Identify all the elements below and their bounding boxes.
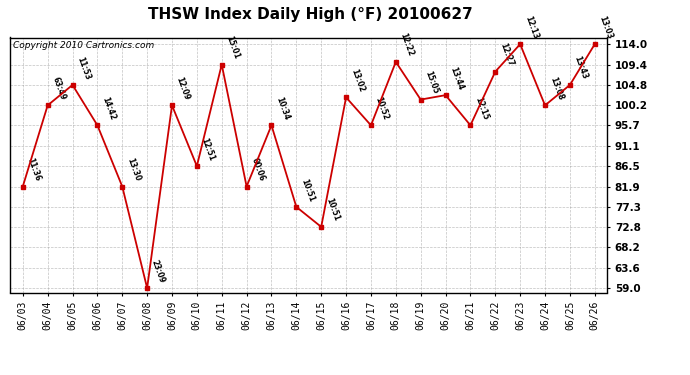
Text: 14:42: 14:42 xyxy=(100,95,117,121)
Text: Copyright 2010 Cartronics.com: Copyright 2010 Cartronics.com xyxy=(13,41,155,50)
Text: 13:02: 13:02 xyxy=(349,68,366,93)
Text: THSW Index Daily High (°F) 20100627: THSW Index Daily High (°F) 20100627 xyxy=(148,8,473,22)
Text: 10:51: 10:51 xyxy=(299,177,316,203)
Text: 11:53: 11:53 xyxy=(75,55,92,81)
Text: 15:01: 15:01 xyxy=(224,35,241,60)
Text: 13:03: 13:03 xyxy=(598,14,614,40)
Text: 12:22: 12:22 xyxy=(399,32,415,58)
Text: 13:44: 13:44 xyxy=(448,65,465,91)
Text: 12:51: 12:51 xyxy=(199,136,216,162)
Text: 13:08: 13:08 xyxy=(548,75,564,101)
Text: 10:51: 10:51 xyxy=(324,197,341,223)
Text: 12:13: 12:13 xyxy=(523,14,540,40)
Text: 12:27: 12:27 xyxy=(498,42,515,68)
Text: 10:52: 10:52 xyxy=(374,96,391,121)
Text: 23:09: 23:09 xyxy=(150,258,166,284)
Text: 11:36: 11:36 xyxy=(26,157,42,182)
Text: 12:15: 12:15 xyxy=(473,96,490,121)
Text: 10:34: 10:34 xyxy=(274,95,291,121)
Text: 63:49: 63:49 xyxy=(50,75,67,101)
Text: 12:09: 12:09 xyxy=(175,75,192,101)
Text: 13:30: 13:30 xyxy=(125,157,141,182)
Text: 13:43: 13:43 xyxy=(573,55,589,81)
Text: 00:06: 00:06 xyxy=(249,157,266,182)
Text: 15:05: 15:05 xyxy=(424,70,440,95)
